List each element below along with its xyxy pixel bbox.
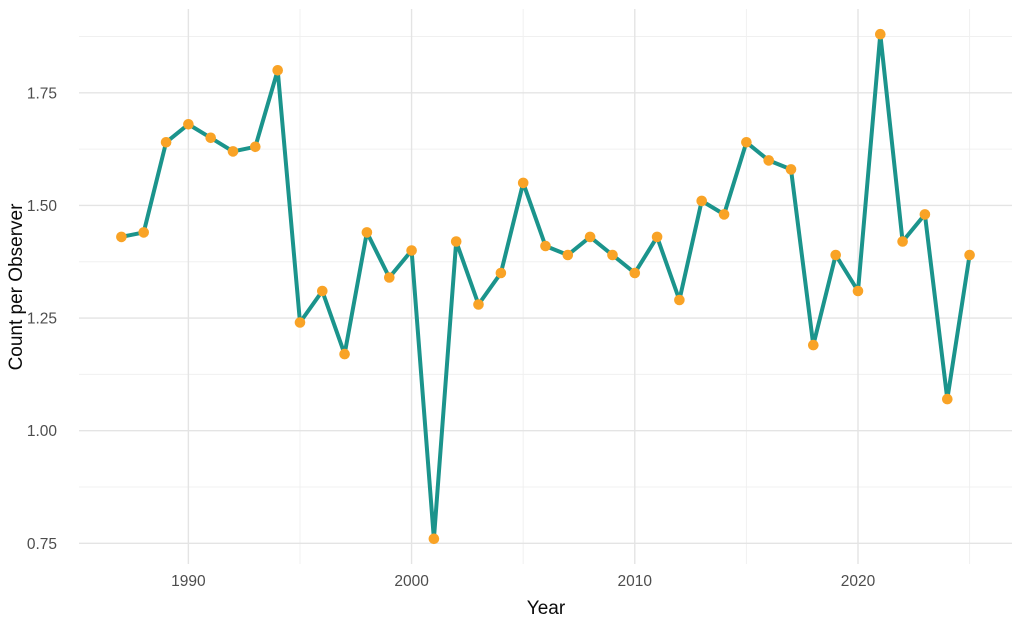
x-tick-label: 2000 — [394, 573, 429, 590]
data-point — [495, 267, 507, 279]
data-point — [651, 231, 663, 243]
x-tick-label: 2020 — [841, 573, 876, 590]
data-point — [384, 272, 395, 283]
y-axis-title: Count per Observer — [6, 203, 27, 371]
data-point — [696, 195, 707, 207]
data-point — [852, 285, 864, 297]
data-point — [227, 146, 239, 157]
data-point — [450, 236, 462, 247]
data-point — [718, 209, 730, 220]
data-point — [138, 227, 149, 238]
data-point — [964, 249, 975, 261]
data-point — [160, 137, 172, 148]
data-point — [183, 119, 194, 130]
data-point — [339, 348, 350, 360]
data-point — [116, 231, 127, 243]
data-point — [205, 132, 216, 144]
data-point — [428, 533, 440, 545]
y-tick-label: 1.00 — [27, 423, 58, 440]
data-point — [808, 339, 819, 351]
data-point — [942, 393, 953, 405]
x-axis-title: Year — [526, 598, 566, 619]
y-tick-label: 1.50 — [27, 198, 58, 215]
data-point — [674, 294, 685, 306]
data-point — [629, 267, 641, 279]
data-point — [584, 231, 596, 243]
data-point — [897, 236, 908, 247]
data-point — [517, 177, 529, 189]
data-point — [272, 65, 284, 76]
y-tick-label: 1.25 — [27, 311, 57, 328]
y-tick-label: 0.75 — [27, 536, 57, 553]
x-tick-label: 1990 — [171, 573, 206, 590]
data-line — [119, 32, 972, 541]
data-point — [741, 137, 752, 148]
data-point — [919, 209, 931, 220]
data-point — [562, 249, 574, 261]
data-point — [763, 155, 774, 166]
y-tick-label: 1.75 — [27, 85, 57, 102]
data-point — [361, 227, 373, 238]
data-point — [830, 249, 841, 261]
data-point — [406, 245, 417, 256]
data-point — [785, 164, 797, 175]
data-point — [875, 28, 886, 40]
data-point — [607, 249, 618, 261]
data-point — [294, 317, 306, 328]
data-point — [317, 285, 328, 297]
data-point — [250, 141, 261, 153]
data-point — [473, 299, 484, 310]
data-point — [540, 240, 551, 252]
x-tick-label: 2010 — [618, 573, 653, 590]
